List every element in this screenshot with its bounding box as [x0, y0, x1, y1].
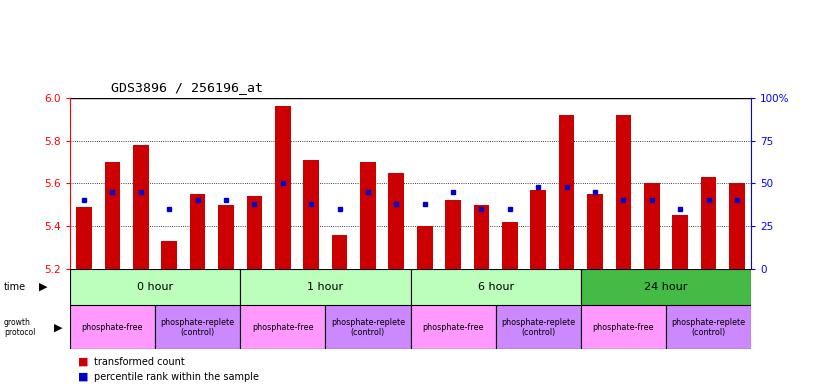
Bar — [559, 115, 575, 269]
Bar — [417, 226, 433, 269]
Text: transformed count: transformed count — [94, 356, 186, 367]
Bar — [76, 207, 92, 269]
Bar — [275, 106, 291, 269]
Bar — [445, 200, 461, 269]
Bar — [325, 305, 410, 349]
Text: 24 hour: 24 hour — [644, 282, 688, 292]
Bar — [303, 160, 319, 269]
Bar — [218, 205, 234, 269]
Text: phosphate-replete
(control): phosphate-replete (control) — [501, 318, 576, 337]
Bar — [133, 145, 149, 269]
Bar — [246, 196, 262, 269]
Text: 6 hour: 6 hour — [478, 282, 514, 292]
Text: ▶: ▶ — [54, 322, 62, 333]
Bar — [530, 190, 546, 269]
Text: percentile rank within the sample: percentile rank within the sample — [94, 372, 259, 382]
Bar — [729, 184, 745, 269]
Bar — [332, 235, 347, 269]
Bar — [360, 162, 376, 269]
Text: ■: ■ — [78, 356, 89, 367]
Text: GDS3896 / 256196_at: GDS3896 / 256196_at — [111, 81, 263, 94]
Bar — [666, 305, 751, 349]
Bar — [190, 194, 205, 269]
Bar — [70, 269, 241, 305]
Text: growth
protocol: growth protocol — [4, 318, 35, 337]
Text: ▶: ▶ — [39, 282, 48, 292]
Bar — [502, 222, 518, 269]
Text: phosphate-replete
(control): phosphate-replete (control) — [331, 318, 405, 337]
Text: 1 hour: 1 hour — [307, 282, 343, 292]
Bar — [241, 305, 325, 349]
Text: 0 hour: 0 hour — [137, 282, 173, 292]
Bar — [410, 269, 581, 305]
Text: time: time — [4, 282, 26, 292]
Bar — [70, 305, 155, 349]
Bar — [587, 194, 603, 269]
Bar — [672, 215, 688, 269]
Bar — [474, 205, 489, 269]
Bar — [410, 305, 496, 349]
Bar — [104, 162, 120, 269]
Bar — [701, 177, 717, 269]
Bar — [162, 241, 177, 269]
Bar — [616, 115, 631, 269]
Text: phosphate-free: phosphate-free — [81, 323, 143, 332]
Bar — [496, 305, 581, 349]
Text: phosphate-free: phosphate-free — [252, 323, 314, 332]
Bar — [241, 269, 410, 305]
Bar — [581, 305, 666, 349]
Text: ■: ■ — [78, 372, 89, 382]
Bar — [581, 269, 751, 305]
Text: phosphate-replete
(control): phosphate-replete (control) — [672, 318, 745, 337]
Text: phosphate-replete
(control): phosphate-replete (control) — [160, 318, 235, 337]
Text: phosphate-free: phosphate-free — [422, 323, 484, 332]
Text: phosphate-free: phosphate-free — [593, 323, 654, 332]
Bar — [644, 184, 659, 269]
Bar — [155, 305, 241, 349]
Bar — [388, 173, 404, 269]
